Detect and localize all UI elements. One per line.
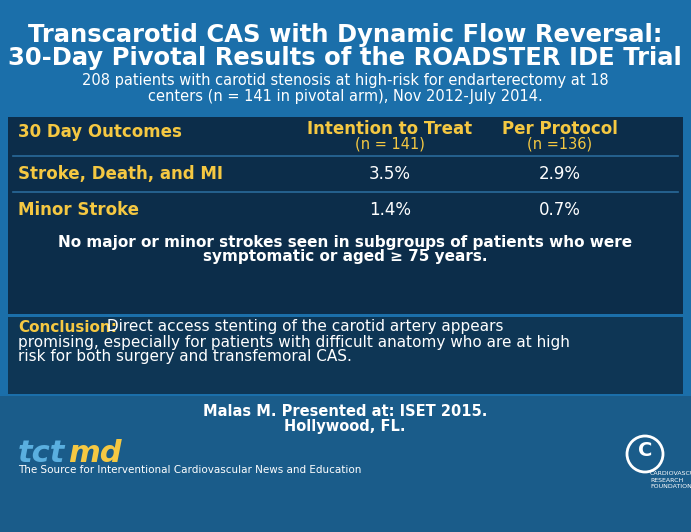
Text: Minor Stroke: Minor Stroke	[18, 201, 139, 219]
Bar	[8, 317, 683, 394]
Text: No major or minor strokes seen in subgroups of patients who were: No major or minor strokes seen in subgro…	[58, 235, 632, 250]
Text: (n =136): (n =136)	[527, 137, 593, 152]
Text: Malas M. Presented at: ISET 2015.: Malas M. Presented at: ISET 2015.	[203, 404, 487, 420]
Text: Intention to Treat: Intention to Treat	[307, 120, 473, 138]
Text: C: C	[638, 440, 652, 460]
Text: tct: tct	[18, 439, 66, 469]
Text: md: md	[68, 439, 122, 469]
Text: 3.5%: 3.5%	[369, 165, 411, 183]
Text: symptomatic or aged ≥ 75 years.: symptomatic or aged ≥ 75 years.	[202, 250, 487, 264]
Text: (n = 141): (n = 141)	[355, 137, 425, 152]
Text: 0.7%: 0.7%	[539, 201, 581, 219]
Bar	[0, 396, 691, 532]
Text: 30 Day Outcomes: 30 Day Outcomes	[18, 123, 182, 141]
Text: Per Protocol: Per Protocol	[502, 120, 618, 138]
Bar	[8, 117, 683, 314]
Text: promising, especially for patients with difficult anatomy who are at high: promising, especially for patients with …	[18, 335, 570, 350]
Text: CARDIOVASCULAR
RESEARCH
FOUNDATION: CARDIOVASCULAR RESEARCH FOUNDATION	[650, 471, 691, 489]
Text: centers (n = 141 in pivotal arm), Nov 2012-July 2014.: centers (n = 141 in pivotal arm), Nov 20…	[148, 88, 542, 104]
Text: 208 patients with carotid stenosis at high-risk for endarterectomy at 18: 208 patients with carotid stenosis at hi…	[82, 73, 608, 88]
Text: Stroke, Death, and MI: Stroke, Death, and MI	[18, 165, 223, 183]
Text: 2.9%: 2.9%	[539, 165, 581, 183]
Text: Direct access stenting of the carotid artery appears: Direct access stenting of the carotid ar…	[102, 320, 504, 335]
Text: 1.4%: 1.4%	[369, 201, 411, 219]
Text: Hollywood, FL.: Hollywood, FL.	[284, 419, 406, 434]
Text: Conclusion:: Conclusion:	[18, 320, 117, 335]
Text: risk for both surgery and transfemoral CAS.: risk for both surgery and transfemoral C…	[18, 350, 352, 364]
Text: The Source for Interventional Cardiovascular News and Education: The Source for Interventional Cardiovasc…	[18, 465, 361, 475]
Text: Transcarotid CAS with Dynamic Flow Reversal:: Transcarotid CAS with Dynamic Flow Rever…	[28, 23, 662, 47]
Text: 30-Day Pivotal Results of the ROADSTER IDE Trial: 30-Day Pivotal Results of the ROADSTER I…	[8, 46, 682, 70]
